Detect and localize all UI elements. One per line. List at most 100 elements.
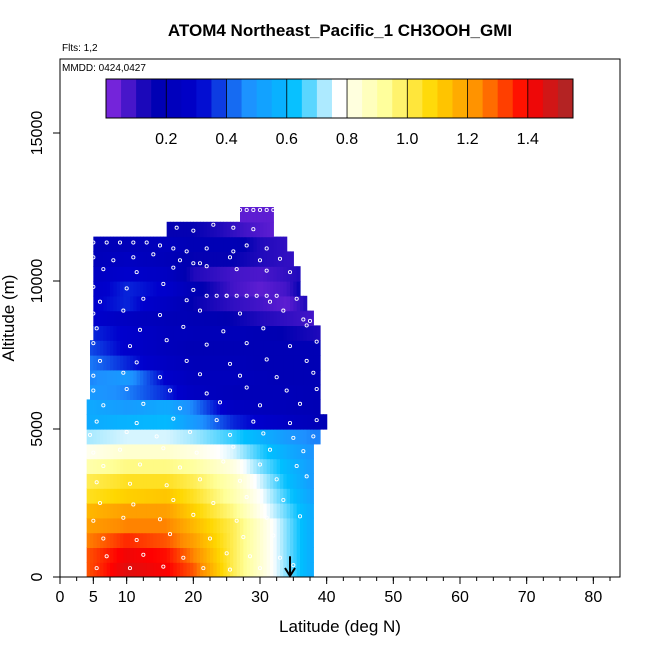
heatmap-cell (233, 281, 238, 297)
observation-point (244, 341, 249, 346)
heatmap-cell (146, 473, 151, 489)
heatmap-cell (143, 295, 148, 312)
heatmap-cell (230, 325, 234, 341)
heatmap-cell (120, 355, 124, 371)
heatmap-cell (253, 236, 258, 252)
heatmap-cell (260, 488, 264, 504)
observation-point (91, 284, 96, 289)
heatmap-cell (116, 325, 121, 341)
observation-point (244, 495, 249, 500)
heatmap-cell (293, 340, 298, 356)
heatmap-cell (246, 221, 251, 238)
heatmap-cell (103, 325, 108, 341)
heatmap-cell (286, 503, 291, 519)
heatmap-cell (223, 325, 228, 341)
observation-point (307, 318, 313, 324)
heatmap-cell (276, 325, 281, 341)
heatmap-cell (240, 251, 244, 267)
heatmap-cell (256, 281, 261, 297)
observation-point (134, 537, 139, 543)
heatmap-cell (140, 488, 144, 504)
heatmap-cell (213, 281, 218, 297)
observation-point (94, 419, 99, 424)
heatmap-cell (313, 355, 318, 371)
heatmap-cell (90, 473, 94, 489)
heatmap-cell (116, 532, 121, 548)
heatmap-cell (213, 355, 218, 371)
heatmap-cell (296, 517, 301, 534)
heatmap-cell (153, 547, 158, 563)
heatmap-cell (276, 517, 281, 534)
observation-point (101, 403, 106, 408)
heatmap-cell (110, 488, 114, 504)
heatmap-cell (176, 340, 181, 356)
heatmap-cell (293, 266, 298, 282)
heatmap-cell (160, 295, 164, 312)
heatmap-cell (246, 295, 251, 312)
heatmap-cell (96, 532, 101, 548)
observation-point (131, 255, 136, 260)
heatmap-cell (170, 562, 174, 577)
heatmap-cell (176, 414, 181, 430)
heatmap-cell (193, 221, 198, 238)
heatmap-cell (180, 295, 184, 312)
heatmap-cell (270, 310, 274, 326)
heatmap-cell (223, 547, 228, 563)
heatmap-cell (126, 384, 131, 400)
heatmap-cell (200, 488, 204, 504)
heatmap-cell (233, 266, 238, 282)
heatmap-cell (150, 532, 154, 548)
heatmap-cell (120, 517, 124, 534)
heatmap-cell (136, 281, 141, 297)
heatmap-cell (240, 443, 244, 460)
observation-point (257, 258, 263, 263)
heatmap-cell (293, 369, 298, 386)
observation-point (231, 225, 236, 230)
heatmap-cell (113, 547, 118, 563)
heatmap-cell (250, 532, 254, 548)
heatmap-cell (220, 251, 224, 267)
heatmap-cell (290, 281, 294, 297)
heatmap-cell (186, 281, 191, 297)
observation-point (211, 500, 216, 506)
observation-point (171, 246, 176, 251)
heatmap-cell (150, 458, 154, 474)
heatmap-cell (100, 369, 104, 386)
heatmap-cell (186, 399, 191, 415)
observation-point (167, 388, 173, 393)
heatmap-cell (113, 473, 118, 489)
heatmap-cell (133, 503, 138, 519)
heatmap-cell (116, 295, 121, 312)
observation-point (237, 478, 243, 483)
observation-point (251, 419, 256, 424)
heatmap-cell (276, 503, 281, 519)
heatmap-cell (203, 473, 208, 489)
heatmap-cell (230, 488, 234, 504)
heatmap-cell (193, 325, 198, 341)
heatmap-cell (186, 547, 191, 563)
heatmap-cell (143, 458, 148, 474)
heatmap-cell (216, 414, 221, 430)
heatmap-cell (146, 429, 151, 445)
observation-point (267, 447, 273, 452)
heatmap-cell (150, 310, 154, 326)
heatmap-cell (110, 532, 114, 548)
heatmap-cell (263, 236, 268, 252)
observation-point (141, 296, 146, 301)
heatmap-cell (296, 355, 301, 371)
heatmap-cell (273, 384, 278, 400)
heatmap-cell (183, 251, 188, 267)
heatmap-cell (243, 281, 248, 297)
heatmap-cell (130, 458, 134, 474)
heatmap-cell (266, 517, 271, 534)
heatmap-cell (306, 503, 311, 519)
heatmap-cell (203, 355, 208, 371)
heatmap-cell (110, 355, 114, 371)
heatmap-cell (170, 369, 174, 386)
heatmap-cell (243, 221, 248, 238)
heatmap-cell (106, 251, 111, 267)
heatmap-cell (230, 429, 234, 445)
observation-point (131, 502, 136, 507)
observation-point (287, 344, 293, 349)
heatmap-cell (170, 251, 174, 267)
